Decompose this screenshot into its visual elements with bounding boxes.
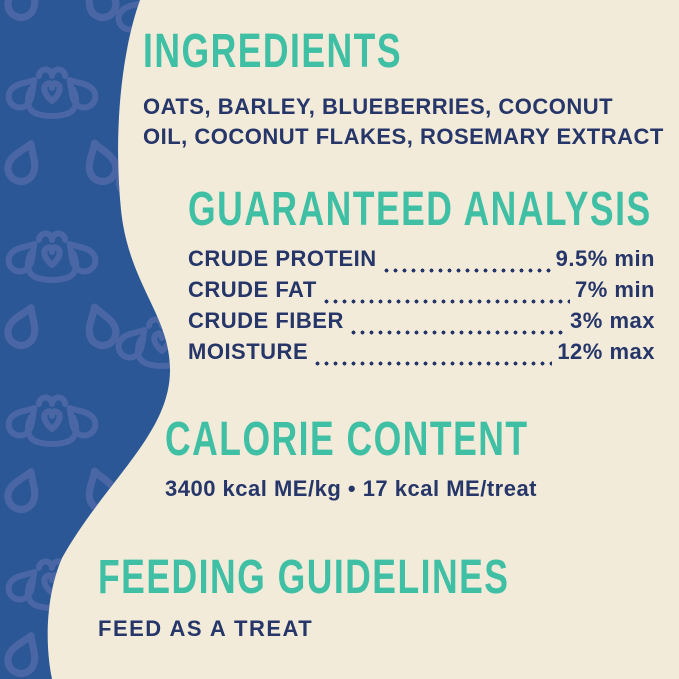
analysis-label: MOISTURE <box>188 339 309 364</box>
table-row: CRUDE FIBER 3% max <box>188 308 655 339</box>
analysis-label: CRUDE PROTEIN <box>188 246 377 271</box>
table-row: MOISTURE 12% max <box>188 339 655 370</box>
analysis-value: 12% max <box>557 339 655 364</box>
analysis-value: 7% min <box>574 277 655 302</box>
analysis-label: CRUDE FAT <box>188 277 317 302</box>
dot-leader <box>348 330 566 335</box>
ingredients-list: OATS, BARLEY, BLUEBERRIES, COCONUT OIL, … <box>143 92 664 152</box>
dot-leader <box>321 299 570 304</box>
table-row: CRUDE FAT 7% min <box>188 277 655 308</box>
ingredients-section: INGREDIENTS OATS, BARLEY, BLUEBERRIES, C… <box>143 28 664 152</box>
guaranteed-analysis-section: GUARANTEED ANALYSIS CRUDE PROTEIN 9.5% m… <box>188 186 655 370</box>
ingredients-line-2: OIL, COCONUT FLAKES, ROSEMARY EXTRACT <box>143 124 664 149</box>
calorie-content-section: CALORIE CONTENT 3400 kcal ME/kg • 17 kca… <box>165 416 656 502</box>
wave-shape <box>0 0 170 679</box>
table-row: CRUDE PROTEIN 9.5% min <box>188 246 655 277</box>
guaranteed-analysis-heading: GUARANTEED ANALYSIS <box>188 183 652 236</box>
guaranteed-analysis-table: CRUDE PROTEIN 9.5% min CRUDE FAT 7% min … <box>188 246 655 370</box>
analysis-label: CRUDE FIBER <box>188 308 344 333</box>
calorie-content-heading: CALORIE CONTENT <box>165 413 529 466</box>
dot-leader <box>381 268 551 273</box>
analysis-value: 9.5% min <box>555 246 655 271</box>
calorie-content-value: 3400 kcal ME/kg • 17 kcal ME/treat <box>165 476 538 501</box>
feeding-guidelines-heading: FEEDING GUIDELINES <box>98 551 510 604</box>
blue-wave-band <box>0 0 170 679</box>
ingredients-heading: INGREDIENTS <box>143 25 403 78</box>
feeding-guidelines-value: FEED AS A TREAT <box>98 616 314 641</box>
dot-leader <box>313 361 553 366</box>
ingredients-line-1: OATS, BARLEY, BLUEBERRIES, COCONUT <box>143 94 614 119</box>
feeding-guidelines-section: FEEDING GUIDELINES FEED AS A TREAT <box>98 554 654 642</box>
analysis-value: 3% max <box>570 308 655 333</box>
